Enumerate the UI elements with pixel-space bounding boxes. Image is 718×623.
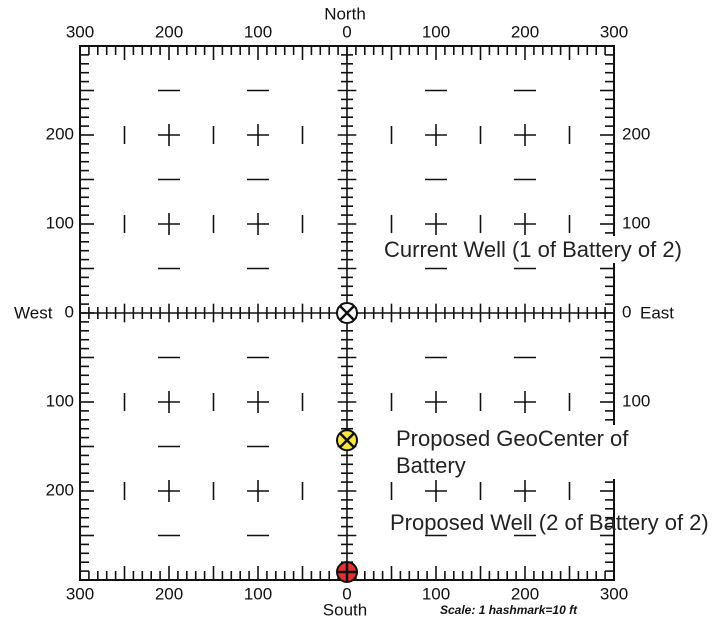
right-scale-label: 200: [622, 124, 650, 143]
bottom-scale-label: 0: [342, 584, 351, 603]
geocenter-note: Proposed GeoCenter of Battery: [396, 425, 656, 479]
bottom-scale-label: 100: [244, 584, 272, 603]
proposed-well-note: Proposed Well (2 of Battery of 2): [390, 510, 709, 535]
top-scale-label: 0: [342, 22, 351, 41]
bottom-scale-label: 100: [422, 584, 450, 603]
left-scale-label: 200: [46, 124, 74, 143]
top-scale-label: 200: [155, 22, 183, 41]
top-scale-label: 300: [66, 22, 94, 41]
top-scale-label: 100: [244, 22, 272, 41]
current-well-marker: [336, 302, 358, 324]
south-label: South: [323, 600, 367, 619]
bottom-scale-label: 300: [600, 584, 628, 603]
left-scale-label: 0: [65, 302, 74, 321]
current-well-note: Current Well (1 of Battery of 2): [384, 236, 694, 263]
top-scale-label: 300: [600, 22, 628, 41]
scale-note: Scale: 1 hashmark=10 ft: [440, 603, 578, 617]
bottom-scale-label: 300: [66, 584, 94, 603]
proposed-well-marker: [336, 561, 358, 583]
right-scale-label: 0: [622, 302, 631, 321]
top-scale-label: 200: [511, 22, 539, 41]
east-label: East: [640, 303, 674, 322]
left-scale-label: 100: [46, 391, 74, 410]
bottom-scale-label: 200: [511, 584, 539, 603]
bottom-scale-label: 200: [155, 584, 183, 603]
right-scale-label: 100: [622, 213, 650, 232]
north-label: North: [324, 4, 366, 23]
left-scale-label: 100: [46, 213, 74, 232]
west-label: West: [14, 303, 53, 322]
geocenter-marker: [336, 429, 358, 452]
left-scale-label: 200: [46, 480, 74, 499]
top-scale-label: 100: [422, 22, 450, 41]
right-scale-label: 100: [622, 391, 650, 410]
